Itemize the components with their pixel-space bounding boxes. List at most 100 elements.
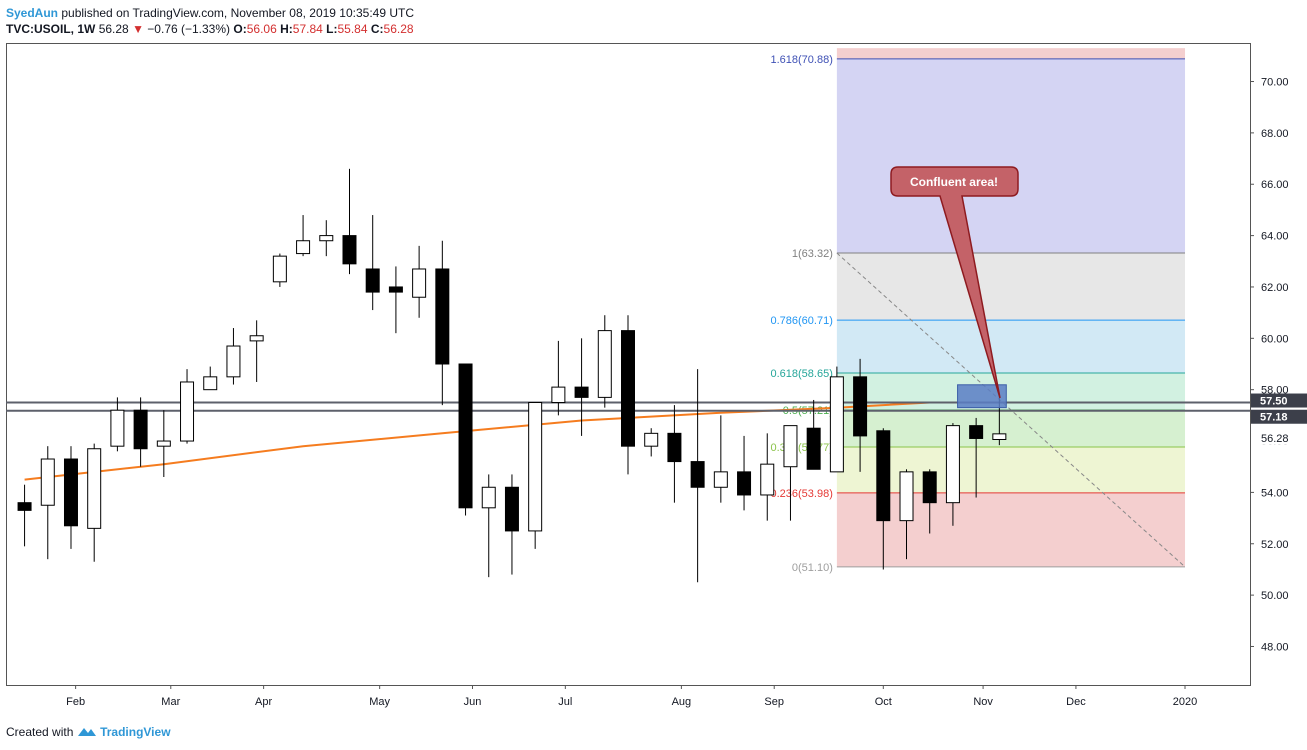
price-label-box-1 <box>1251 393 1307 408</box>
candle-body <box>203 376 218 391</box>
candle <box>203 366 218 391</box>
candle <box>969 417 984 498</box>
candle-body <box>110 409 125 447</box>
confluent-area-box[interactable] <box>957 384 1007 409</box>
price-axis[interactable]: 48.0050.0052.0054.0056.0058.0060.0062.00… <box>1250 77 1307 654</box>
candle <box>63 446 78 549</box>
candle <box>876 428 891 570</box>
fib-level-label-0: 0(51.10) <box>792 562 833 574</box>
candle <box>458 363 473 516</box>
candle-body <box>737 471 752 496</box>
candle <box>435 240 450 406</box>
candle <box>945 423 960 526</box>
close-value: 56.28 <box>383 22 414 36</box>
candle-body <box>388 286 403 293</box>
candle-body <box>806 427 821 470</box>
tradingview-logo-icon <box>77 725 100 739</box>
candle-body <box>621 330 635 447</box>
candle <box>156 410 171 477</box>
candle-body <box>922 471 937 504</box>
fib-zone-0.618 <box>836 320 1186 373</box>
candles-layer <box>17 168 1007 583</box>
time-tick-label: Feb <box>66 696 85 708</box>
fib-zone-0.236 <box>836 446 1186 493</box>
author-link[interactable]: SyedAun <box>6 6 59 20</box>
price-tick-label: 48.00 <box>1261 641 1289 653</box>
price-tick-label: 52.00 <box>1261 539 1289 551</box>
candle <box>922 469 937 534</box>
candle <box>621 315 635 475</box>
published-text: published on TradingView.com, November 0… <box>61 6 415 20</box>
candle-body <box>296 240 311 255</box>
time-tick-label: Mar <box>161 696 180 708</box>
close-label: C: <box>370 22 384 36</box>
candle-body <box>435 268 450 365</box>
moving-average-layer <box>24 401 930 481</box>
candle-body <box>342 235 357 265</box>
candle-body <box>783 425 798 468</box>
candle-body <box>504 486 519 532</box>
candle <box>272 253 287 287</box>
moving-average-line <box>24 401 930 481</box>
candle <box>365 215 380 311</box>
time-axis[interactable]: Feb Mar Apr May Jun Jul Aug Sep Oct Nov Dec 2020 <box>66 685 1197 708</box>
candle-body <box>551 386 566 404</box>
candle <box>737 435 752 511</box>
fibonacci-retracement[interactable]: 0(51.10)0.236(53.98)0.382(55.77)0.5(57.2… <box>770 48 1186 574</box>
candle <box>829 366 844 473</box>
fib-zone-0 <box>836 492 1186 567</box>
candle-body <box>876 430 891 522</box>
price-label-2: 57.18 <box>1260 412 1288 424</box>
time-tick-label: May <box>369 696 390 708</box>
candle <box>574 338 589 436</box>
candle <box>806 399 821 470</box>
tradingview-brand[interactable]: TradingView <box>100 725 171 739</box>
candle-body <box>87 448 102 529</box>
last-price-label: 56.28 <box>1261 433 1289 445</box>
candle <box>180 369 195 444</box>
candle-body <box>690 461 705 488</box>
callout-text: Confluent area! <box>910 175 998 189</box>
candle-body <box>528 402 543 532</box>
candle <box>133 397 148 467</box>
candle-body <box>40 458 55 506</box>
candle-body <box>969 425 984 439</box>
ohlc-line: TVC:USOIL, 1W 56.28 ▼ −0.76 (−1.33%) O:5… <box>6 21 414 37</box>
candle-body <box>319 235 334 242</box>
candle <box>597 315 612 408</box>
callout-bubble[interactable] <box>890 166 1019 399</box>
fib-level-label-0.786: 0.786(60.71) <box>770 315 832 327</box>
fib-level-label-1.618: 1.618(70.88) <box>770 54 832 66</box>
candle-body <box>458 363 473 509</box>
candle <box>296 215 311 257</box>
price-tick-label: 50.00 <box>1261 590 1289 602</box>
fib-level-label-0.382: 0.382(55.77) <box>770 442 832 454</box>
candle-body <box>713 471 728 488</box>
highlight-box-layer[interactable] <box>957 384 1007 409</box>
candle-body <box>760 463 775 496</box>
candle <box>481 474 496 578</box>
candle <box>388 266 403 334</box>
candle <box>226 328 241 385</box>
candle-body <box>17 502 32 511</box>
candle <box>17 484 32 547</box>
confluent-area-callout[interactable]: Confluent area! <box>890 166 1019 399</box>
candle <box>87 443 102 562</box>
down-arrow-icon: ▼ <box>132 22 144 36</box>
candle <box>342 168 357 275</box>
high-value: 57.84 <box>292 22 323 36</box>
candle-body <box>133 409 148 450</box>
time-tick-label: Apr <box>255 696 272 708</box>
candle <box>319 220 334 257</box>
candle-body <box>899 471 914 522</box>
time-tick-label: Oct <box>875 696 892 708</box>
candle-body <box>481 486 496 509</box>
candle-body <box>180 381 195 442</box>
high-label: H: <box>280 22 293 36</box>
time-tick-label: Aug <box>672 696 692 708</box>
candle <box>110 397 125 452</box>
price-label-1: 57.50 <box>1260 396 1288 408</box>
time-tick-label: Dec <box>1066 696 1086 708</box>
candle <box>760 433 775 521</box>
